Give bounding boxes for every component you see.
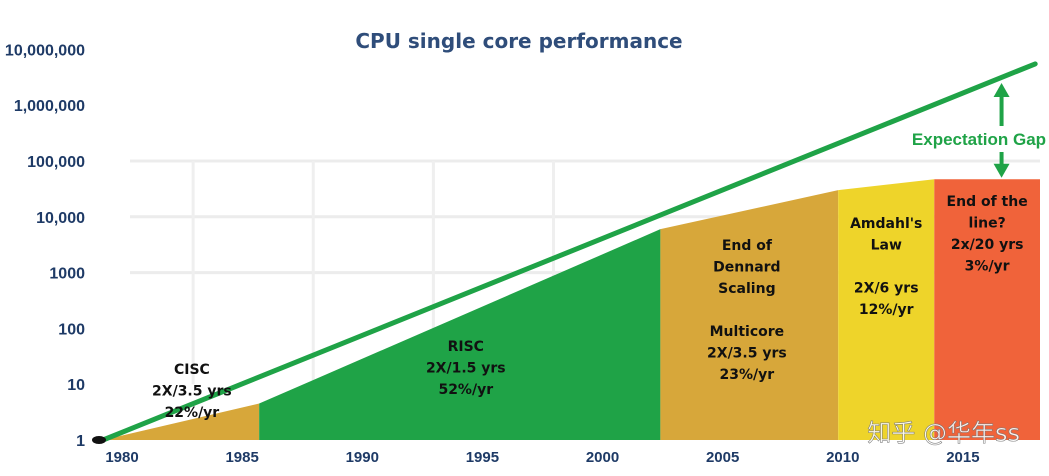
era-label-endline-2: 2x/20 yrs	[951, 237, 1024, 253]
era-label-amdahl-3: 2X/6 yrs	[854, 281, 919, 297]
area-cisc	[103, 403, 260, 440]
y-tick-label-5: 100,000	[27, 154, 85, 171]
area-amdahl	[838, 179, 935, 440]
era-label-dennard-1: Dennard	[713, 260, 780, 276]
watermark: 知乎 @华年ss	[867, 419, 1020, 447]
x-tick-label-7: 2015	[946, 449, 979, 466]
expectation-gap-label: Expectation Gap	[912, 130, 1046, 149]
era-label-dennard-2: Scaling	[718, 281, 775, 297]
era-label-endline-1: line?	[969, 216, 1006, 232]
gap-arrow-down-head	[993, 163, 1010, 178]
x-tick-label-5: 2005	[706, 449, 739, 466]
era-label-dennard-6: 23%/yr	[720, 367, 775, 383]
x-tick-label-3: 1995	[466, 449, 499, 466]
y-tick-label-1: 10	[67, 377, 85, 394]
era-label-cisc-2: 22%/yr	[165, 405, 220, 421]
trend-line-group	[92, 61, 1038, 444]
era-label-cisc-0: CISC	[174, 362, 210, 378]
era-label-amdahl-1: Law	[871, 238, 902, 254]
era-areas	[103, 179, 1040, 440]
x-tick-label-2: 1990	[346, 449, 379, 466]
area-dennard	[660, 190, 839, 440]
y-tick-label-0: 1	[76, 433, 85, 450]
expectation-gap: Expectation Gap	[912, 82, 1046, 178]
era-labels: CISC 2X/3.5 yrs 22%/yr RISC 2X/1.5 yrs 52%/yr…	[152, 194, 1028, 421]
x-tick-label-4: 2000	[586, 449, 619, 466]
x-axis: 1980 1985 1990 1995 2000 2005 2010 2015	[105, 449, 979, 466]
origin-dot	[92, 436, 106, 444]
era-label-amdahl-0: Amdahl's	[850, 216, 922, 232]
era-label-dennard-4: Multicore	[710, 324, 785, 340]
era-label-dennard-0: End of	[722, 238, 773, 254]
x-tick-label-6: 2010	[826, 449, 859, 466]
era-label-risc-1: 2X/1.5 yrs	[426, 361, 506, 377]
y-tick-label-3: 1000	[49, 266, 85, 283]
y-tick-label-2: 100	[58, 321, 85, 338]
era-label-risc-0: RISC	[448, 339, 484, 355]
trend-line	[100, 61, 1038, 443]
x-tick-label-0: 1980	[105, 449, 138, 466]
area-endline	[934, 179, 1040, 440]
era-label-cisc-1: 2X/3.5 yrs	[152, 384, 232, 400]
gap-arrow-up-head	[993, 82, 1010, 97]
era-label-endline-3: 3%/yr	[965, 259, 1010, 275]
era-label-risc-2: 52%/yr	[438, 382, 493, 398]
x-tick-label-1: 1985	[225, 449, 258, 466]
chart-title: CPU single core performance	[355, 29, 682, 53]
era-label-dennard-5: 2X/3.5 yrs	[707, 346, 787, 362]
y-axis: 1 10 100 1000 10,000 100,000 1,000,000 10,000,0…	[5, 42, 85, 450]
area-risc	[259, 229, 661, 440]
era-label-endline-0: End of the	[947, 194, 1028, 210]
y-tick-label-7: 10,000,000	[5, 42, 85, 59]
y-tick-label-6: 1,000,000	[14, 98, 85, 115]
y-tick-label-4: 10,000	[36, 210, 85, 227]
era-label-amdahl-4: 12%/yr	[859, 302, 914, 318]
